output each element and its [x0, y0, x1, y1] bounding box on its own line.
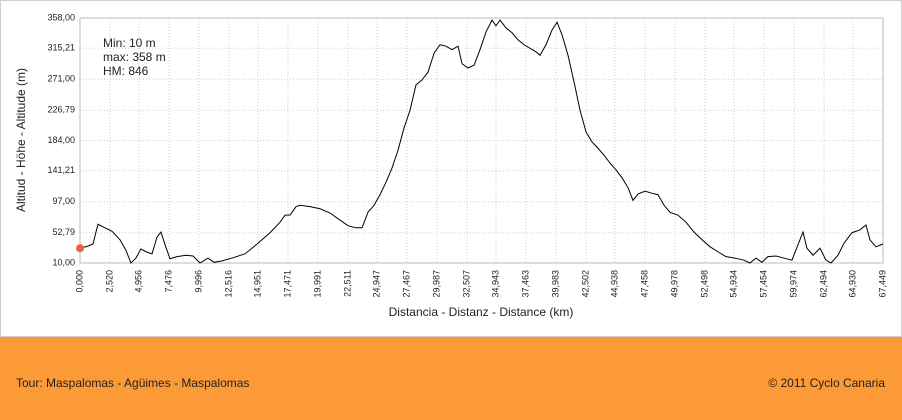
y-tick-label: 141,21 — [47, 165, 75, 175]
x-tick-label: 44,938 — [609, 270, 619, 298]
x-tick-label: 27,467 — [401, 270, 411, 298]
x-tick-label: 12,516 — [223, 270, 233, 298]
y-tick-label: 10,00 — [52, 257, 75, 267]
y-tick-label: 358,00 — [47, 12, 75, 22]
x-tick-label: 14,951 — [252, 270, 262, 298]
x-tick-label: 37,463 — [520, 270, 530, 298]
y-tick-label: 271,00 — [47, 74, 75, 84]
x-tick-label: 29,987 — [431, 270, 441, 298]
start-marker — [76, 244, 84, 253]
x-tick-label: 67,449 — [877, 270, 887, 298]
y-axis-label: Altitud - Höhe - Altitude (m) — [14, 68, 28, 212]
x-tick-label: 22,511 — [342, 270, 352, 297]
x-tick-label: 17,471 — [282, 270, 292, 298]
x-tick-label: 49,978 — [669, 270, 679, 298]
x-tick-label: 9,996 — [193, 270, 203, 293]
copyright: © 2011 Cyclo Canaria — [768, 376, 885, 390]
x-tick-label: 19,991 — [312, 270, 322, 298]
x-tick-label: 7,476 — [163, 270, 173, 293]
y-tick-label: 226,79 — [47, 105, 75, 115]
y-tick-label: 184,00 — [47, 135, 75, 145]
annotation: max: 358 m — [103, 50, 166, 64]
y-tick-label: 52,79 — [52, 227, 75, 237]
x-tick-label: 32,507 — [461, 270, 471, 298]
x-tick-label: 24,947 — [371, 270, 381, 298]
tour-name: Tour: Maspalomas - Agüimes - Maspalomas — [16, 376, 249, 390]
x-tick-label: 59,974 — [788, 270, 798, 298]
y-tick-label: 97,00 — [52, 196, 75, 206]
x-axis-label: Distancia - Distanz - Distance (km) — [389, 305, 574, 319]
plot-border — [79, 17, 884, 264]
x-tick-label: 54,934 — [728, 270, 738, 298]
footer — [0, 337, 902, 420]
x-tick-label: 2,520 — [104, 270, 114, 293]
x-tick-label: 62,494 — [818, 270, 828, 298]
annotation: HM: 846 — [103, 64, 149, 78]
x-tick-label: 42,502 — [580, 270, 590, 298]
x-tick-label: 52,498 — [699, 270, 709, 298]
x-tick-label: 57,454 — [758, 270, 768, 298]
chart-background — [0, 0, 902, 337]
y-tick-label: 315,21 — [47, 43, 75, 53]
x-tick-label: 47,458 — [639, 270, 649, 298]
x-tick-label: 64,930 — [847, 270, 857, 298]
x-tick-label: 0,000 — [74, 270, 84, 293]
x-tick-label: 34,943 — [490, 270, 500, 298]
x-tick-label: 39,983 — [550, 270, 560, 298]
elevation-line — [79, 19, 884, 264]
annotation: Min: 10 m — [103, 36, 156, 50]
x-tick-label: 4,956 — [133, 270, 143, 293]
